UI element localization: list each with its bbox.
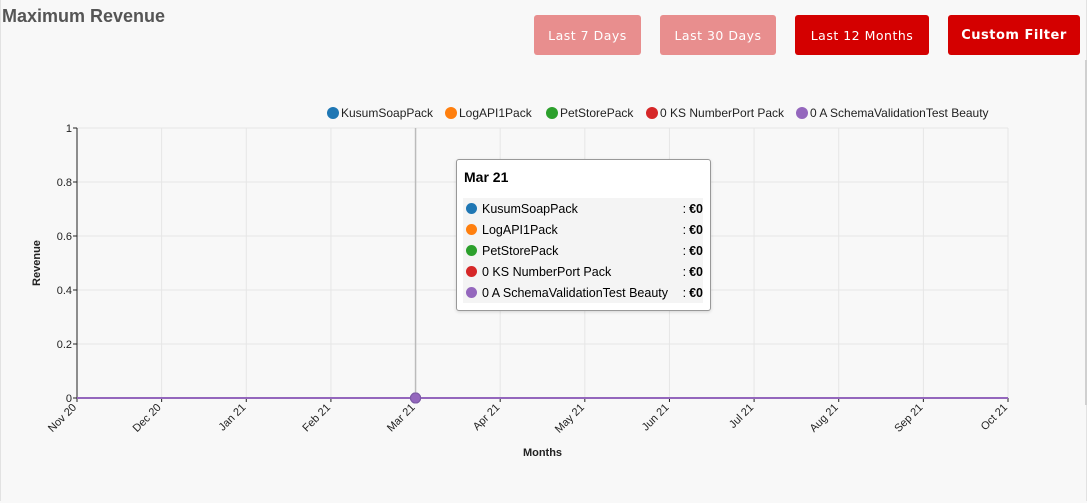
tooltip-series-dot — [466, 203, 477, 214]
tooltip-value: €0 — [689, 201, 703, 216]
tooltip-separator: : — [682, 285, 687, 300]
tooltip-value: €0 — [689, 285, 703, 300]
tooltip-series-name: 0 KS NumberPort Pack — [482, 264, 612, 279]
data-point[interactable] — [410, 392, 422, 404]
tooltip-row: LogAPI1Pack: €0 — [463, 219, 703, 240]
tooltip-series-name: 0 A SchemaValidationTest Beauty — [482, 285, 668, 300]
y-tick-label: 0 — [66, 393, 72, 405]
tooltip-separator: : — [682, 222, 687, 237]
tooltip-series-dot — [466, 266, 477, 277]
legend-marker[interactable] — [445, 107, 457, 119]
y-axis-label: Revenue — [31, 240, 43, 286]
y-tick-label: 1 — [66, 123, 72, 135]
x-tick-label: Jun 21 — [640, 402, 672, 434]
custom-filter-button[interactable]: Custom Filter — [948, 15, 1080, 55]
tooltip-series-dot — [466, 224, 477, 235]
last-12-months-button[interactable]: Last 12 Months — [795, 15, 929, 55]
tooltip-title: Mar 21 — [464, 169, 509, 185]
legend-entry[interactable]: KusumSoapPack — [341, 106, 434, 120]
last-30-days-button[interactable]: Last 30 Days — [660, 15, 776, 55]
legend-entry[interactable]: PetStorePack — [560, 106, 634, 120]
tooltip-value: €0 — [689, 264, 703, 279]
tooltip-row: KusumSoapPack: €0 — [463, 198, 703, 219]
tooltip-row: PetStorePack: €0 — [463, 240, 703, 261]
tooltip-row: 0 A SchemaValidationTest Beauty: €0 — [463, 282, 703, 303]
x-tick-label: Dec 20 — [131, 402, 164, 435]
y-tick-label: 0.6 — [57, 231, 72, 243]
tooltip-series-name: PetStorePack — [482, 243, 559, 258]
tooltip-row: 0 KS NumberPort Pack: €0 — [463, 261, 703, 282]
y-tick-label: 0.2 — [57, 339, 72, 351]
legend-marker[interactable] — [646, 107, 658, 119]
x-tick-label: Nov 20 — [46, 402, 79, 435]
last-7-days-button[interactable]: Last 7 Days — [534, 15, 641, 55]
x-tick-label: May 21 — [553, 402, 587, 436]
tooltip-series-dot — [466, 287, 477, 298]
x-tick-label: Oct 21 — [979, 402, 1010, 433]
x-tick-label: Jan 21 — [217, 402, 249, 434]
tooltip-separator: : — [682, 201, 687, 216]
scrollbar[interactable] — [1085, 60, 1087, 405]
tooltip-series-name: LogAPI1Pack — [482, 222, 558, 237]
chart-tooltip: Mar 21 KusumSoapPack: €0 LogAPI1Pack: €0 Pet… — [456, 159, 711, 311]
tooltip-series-dot — [466, 245, 477, 256]
x-tick-label: Aug 21 — [808, 402, 841, 435]
x-axis-label: Months — [523, 447, 562, 459]
legend-entry[interactable]: LogAPI1Pack — [459, 106, 533, 120]
tooltip-rows: KusumSoapPack: €0 LogAPI1Pack: €0 PetStorePa… — [463, 198, 703, 303]
revenue-line-chart[interactable]: 0 0.2 0.4 0.6 0.8 1 Nov 20 Dec 20 Jan 21 Feb 21 Ma… — [0, 95, 1087, 475]
tooltip-value: €0 — [689, 243, 703, 258]
legend-marker[interactable] — [546, 107, 558, 119]
legend-entry[interactable]: 0 KS NumberPort Pack — [660, 106, 785, 120]
tooltip-series-name: KusumSoapPack — [482, 201, 578, 216]
page-title: Maximum Revenue — [2, 6, 166, 26]
x-tick-label: Jul 21 — [727, 402, 756, 431]
tooltip-separator: : — [682, 264, 687, 279]
legend-marker[interactable] — [796, 107, 808, 119]
x-tick-label: Mar 21 — [385, 402, 418, 435]
y-tick-label: 0.4 — [57, 285, 72, 297]
legend-marker[interactable] — [327, 107, 339, 119]
tooltip-separator: : — [682, 243, 687, 258]
legend-entry[interactable]: 0 A SchemaValidationTest Beauty — [810, 106, 989, 120]
x-tick-label: Feb 21 — [300, 402, 333, 435]
tooltip-value: €0 — [689, 222, 703, 237]
x-tick-label: Apr 21 — [471, 402, 502, 433]
y-tick-label: 0.8 — [57, 177, 72, 189]
x-tick-label: Sep 21 — [892, 402, 925, 435]
